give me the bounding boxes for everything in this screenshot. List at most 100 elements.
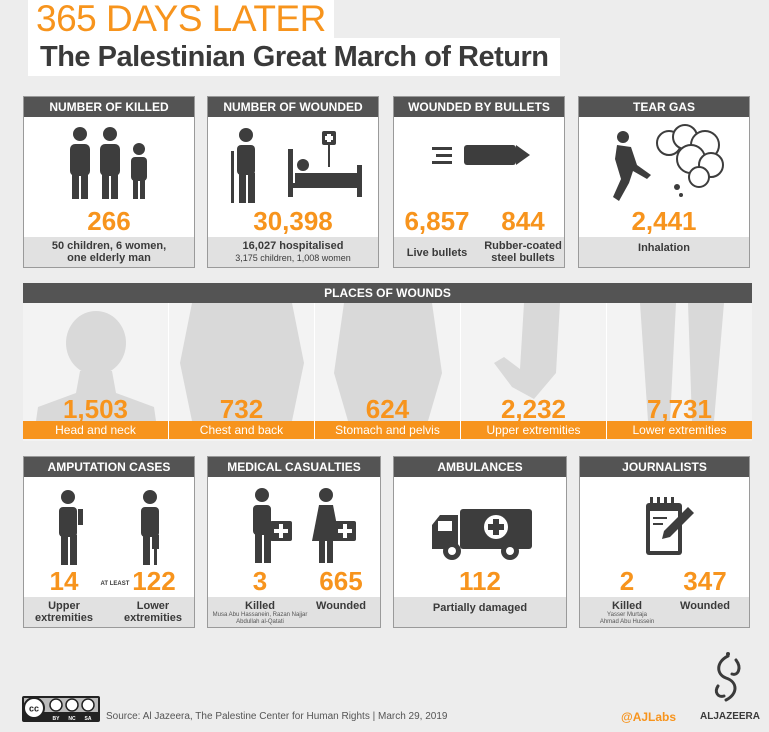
amputation-subbox [24, 597, 194, 627]
place-head: 1,503 Head and neck [23, 303, 169, 439]
place-stomach-value: 624 [365, 394, 410, 424]
wounded-subbox [208, 237, 378, 267]
headline-title: The Palestinian Great March of Return [28, 38, 561, 76]
crutch-person-icon [231, 128, 255, 203]
arm-silhouette-icon [494, 303, 560, 399]
medical-title: MEDICAL CASUALTIES [208, 457, 380, 477]
killed-title: NUMBER OF KILLED [24, 97, 194, 117]
lower-amputation-value: 122 [132, 566, 176, 596]
ajlabs-handle[interactable]: @AJLabs [621, 710, 677, 724]
teargas-label: Inhalation [638, 242, 690, 254]
place-stomach: 624 Stomach and pelvis [315, 303, 461, 439]
medic-man-icon [253, 488, 292, 563]
ambulances-title: AMBULANCES [394, 457, 566, 477]
medical-subbox [208, 597, 380, 627]
legs-silhouette-icon [640, 303, 724, 421]
journalists-wounded-value: 347 [683, 566, 727, 596]
journalists-title: JOURNALISTS [580, 457, 749, 477]
lower-amputation-label1: Lower [136, 600, 170, 612]
medical-card: MEDICAL CASUALTIES 3 665 Killed Musa Abu… [207, 456, 381, 628]
amputation-card: AMPUTATION CASES 14 AT LEAST 122 Upper e… [23, 456, 195, 628]
wounded-sub2: 3,175 children, 1,008 women [235, 253, 351, 263]
source-text: Source: Al Jazeera, The Palestine Center… [106, 711, 448, 722]
place-lower: 7,731 Lower extremities [607, 303, 752, 439]
headline-kicker: 365 DAYS LATER [28, 0, 334, 38]
upper-amputation-label1: Upper [48, 600, 80, 612]
place-head-value: 1,503 [62, 394, 129, 424]
people-icon [70, 127, 147, 199]
wounded-card: NUMBER OF WOUNDED 30,398 16,027 hospital… [207, 96, 379, 268]
bullet-icon [432, 145, 530, 165]
teargas-subbox [579, 237, 749, 267]
ambulance-icon [432, 509, 532, 560]
killed-value: 266 [87, 206, 131, 236]
torso-silhouette-icon [180, 303, 304, 421]
upper-amputee-icon [59, 490, 83, 565]
killed-sub1: 50 children, 6 women, [51, 240, 167, 252]
journalists-wounded-label: Wounded [680, 600, 730, 612]
upper-amputation-label2: extremities [34, 612, 94, 624]
journalists-killed-label: Killed [612, 600, 642, 612]
lower-amputation-label2: extremities [123, 612, 183, 624]
head-silhouette-icon [36, 311, 156, 421]
medical-killed-names1: Musa Abu Hassanein, Razan Najjar [212, 612, 308, 618]
place-chest-value: 732 [219, 394, 264, 424]
medical-killed-names2: Abdullah al-Qatati [236, 619, 284, 625]
medic-woman-icon [312, 488, 356, 563]
journalists-subbox [580, 597, 749, 627]
rubber-bullets-label1: Rubber-coated [484, 240, 562, 252]
killed-sub2: one elderly man [67, 252, 151, 264]
live-bullets-label: Live bullets [406, 247, 468, 259]
aljazeera-wordmark: ALJAZEERA [700, 711, 761, 722]
medical-killed-value: 3 [252, 566, 268, 596]
ambulances-value: 112 [459, 566, 501, 596]
place-chest-label: Chest and back [169, 421, 314, 439]
ambulances-card: AMBULANCES 112 Partially damaged [393, 456, 567, 628]
teargas-icon [613, 124, 724, 201]
medical-killed-label: Killed [245, 600, 275, 612]
cc-by-label: BY [53, 716, 61, 722]
notepad-pen-icon [646, 497, 694, 555]
journalists-card: JOURNALISTS 2 347 Killed Yasser Murtaja … [579, 456, 750, 628]
creative-commons-icon: cc BY NC SA [22, 696, 100, 722]
places-card: PLACES OF WOUNDS 1,503 Head and neck 732… [23, 283, 752, 441]
amputation-title: AMPUTATION CASES [24, 457, 194, 477]
pelvis-silhouette-icon [334, 303, 442, 421]
lower-amputee-icon [141, 490, 159, 565]
journalists-killed-value: 2 [619, 566, 635, 596]
place-stomach-label: Stomach and pelvis [315, 421, 460, 439]
bullets-subbox [394, 237, 564, 267]
medical-wounded-label: Wounded [316, 600, 366, 612]
ambulances-subbox [394, 597, 566, 627]
bullets-title: WOUNDED BY BULLETS [394, 97, 564, 117]
at-least-label: AT LEAST [100, 581, 130, 587]
upper-amputation-value: 14 [49, 566, 79, 596]
journalists-killed-names2: Ahmad Abu Hussein [599, 619, 655, 625]
live-bullets-value: 6,857 [404, 206, 470, 236]
hospital-bed-icon [288, 131, 362, 197]
cc-label: cc [29, 704, 39, 714]
bullets-card: WOUNDED BY BULLETS 6,857 844 Live bullet… [393, 96, 565, 268]
place-upper: 2,232 Upper extremities [461, 303, 607, 439]
cc-sa-label: SA [85, 716, 92, 722]
teargas-value: 2,441 [631, 206, 697, 236]
teargas-card: TEAR GAS 2,441 Inhalation [578, 96, 750, 268]
place-upper-value: 2,232 [500, 394, 567, 424]
ambulances-label: Partially damaged [432, 602, 528, 614]
places-title: PLACES OF WOUNDS [23, 283, 752, 303]
medical-wounded-value: 665 [319, 566, 363, 596]
wounded-sub1: 16,027 hospitalised [242, 240, 344, 252]
killed-card: NUMBER OF KILLED 266 50 children, 6 wome… [23, 96, 195, 268]
place-head-label: Head and neck [23, 421, 168, 439]
journalists-killed-names1: Yasser Murtaja [607, 612, 647, 618]
rubber-bullets-value: 844 [501, 206, 545, 236]
wounded-title: NUMBER OF WOUNDED [208, 97, 378, 117]
cc-nc-label: NC [68, 716, 76, 722]
place-upper-label: Upper extremities [461, 421, 606, 439]
rubber-bullets-label2: steel bullets [491, 252, 555, 264]
place-chest: 732 Chest and back [169, 303, 315, 439]
place-lower-value: 7,731 [646, 394, 713, 424]
killed-subbox [24, 237, 194, 267]
place-lower-label: Lower extremities [607, 421, 752, 439]
teargas-title: TEAR GAS [579, 97, 749, 117]
